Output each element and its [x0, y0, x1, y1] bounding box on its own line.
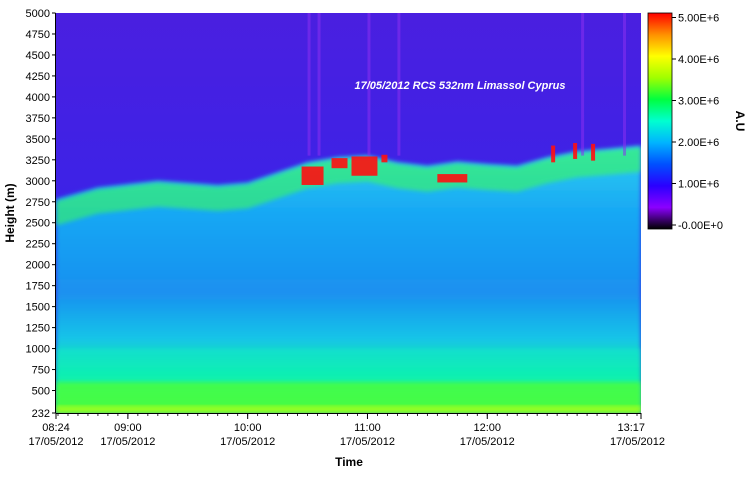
colorbar-tick-label: 3.00E+6	[678, 96, 719, 108]
y-axis: 232 500 750 1000 1250 1500 1750 2000 2250 2500 275…	[26, 8, 56, 420]
y-tick-label: 4000	[26, 92, 50, 104]
y-tick-label: 5000	[26, 8, 50, 20]
x-tick-date: 17/05/2012	[100, 436, 155, 448]
cloud-streak	[351, 156, 378, 176]
upper-streak	[623, 13, 627, 156]
x-axis-title: Time	[335, 455, 363, 469]
cloud-streak	[331, 158, 348, 169]
y-tick-label: 232	[32, 408, 50, 420]
y-tick-label: 1750	[26, 281, 50, 293]
upper-streak	[397, 13, 401, 156]
y-tick-label: 2750	[26, 197, 50, 209]
x-tick-time: 12:00	[473, 422, 501, 434]
colorbar-tick-label: 2.00E+6	[678, 137, 719, 149]
y-tick-label: 500	[32, 386, 50, 398]
upper-streak	[317, 13, 321, 156]
colorbar: -0.00E+0 1.00E+6 2.00E+6 3.00E+6 4.00E+6 5.00…	[647, 12, 723, 232]
x-tick-date: 17/05/2012	[28, 436, 83, 448]
colorbar-tick-label: -0.00E+0	[678, 220, 723, 232]
x-tick-date: 17/05/2012	[220, 436, 275, 448]
x-tick-time: 08:24	[42, 422, 70, 434]
y-tick-label: 2000	[26, 260, 50, 272]
x-tick-time: 13:17	[617, 422, 645, 434]
cloud-streak	[551, 145, 556, 163]
colorbar-tick-label: 5.00E+6	[678, 13, 719, 25]
y-tick-label: 750	[32, 365, 50, 377]
colorbar-scale	[647, 12, 673, 230]
colorbar-tick-label: 4.00E+6	[678, 54, 719, 66]
colorbar-title: A.U	[733, 111, 747, 132]
cloud-streak	[437, 174, 468, 183]
upper-streak	[307, 13, 311, 156]
aerosol-layer	[56, 145, 641, 413]
x-axis: 08:24 17/05/2012 09:00 17/05/2012 10:00 17/05…	[28, 413, 665, 448]
surface-peak-band	[56, 405, 641, 413]
y-tick-label: 2250	[26, 239, 50, 251]
y-tick-label: 4500	[26, 50, 50, 62]
colorbar-tick-label: 1.00E+6	[678, 179, 719, 191]
y-tick-label: 3000	[26, 176, 50, 188]
y-tick-label: 3250	[26, 155, 50, 167]
upper-streak	[367, 13, 371, 156]
x-tick-time: 09:00	[114, 422, 142, 434]
x-tick-time: 10:00	[234, 422, 262, 434]
chart-title: 17/05/2012 RCS 532nm Limassol Cyprus	[355, 80, 566, 92]
y-axis-title: Height (m)	[3, 183, 17, 242]
cloud-streak	[301, 166, 324, 185]
y-tick-label: 4250	[26, 71, 50, 83]
y-tick-label: 1250	[26, 323, 50, 335]
y-tick-label: 2500	[26, 218, 50, 230]
y-tick-label: 1000	[26, 344, 50, 356]
y-tick-label: 3500	[26, 134, 50, 146]
aerosol-layer-body	[56, 145, 641, 413]
y-tick-label: 3750	[26, 113, 50, 125]
x-tick-time: 11:00	[354, 422, 381, 434]
upper-streak	[581, 13, 585, 156]
cloud-streak	[591, 143, 596, 161]
x-tick-date: 17/05/2012	[340, 436, 395, 448]
cloud-signal	[301, 13, 627, 185]
layer-top-band	[56, 147, 641, 226]
y-tick-label: 1500	[26, 302, 50, 314]
x-tick-date: 17/05/2012	[460, 436, 515, 448]
cloud-streak	[381, 154, 388, 163]
y-tick-label: 4750	[26, 29, 50, 41]
x-tick-date: 17/05/2012	[610, 436, 665, 448]
plot-area	[56, 13, 641, 413]
cloud-streak	[573, 143, 578, 159]
